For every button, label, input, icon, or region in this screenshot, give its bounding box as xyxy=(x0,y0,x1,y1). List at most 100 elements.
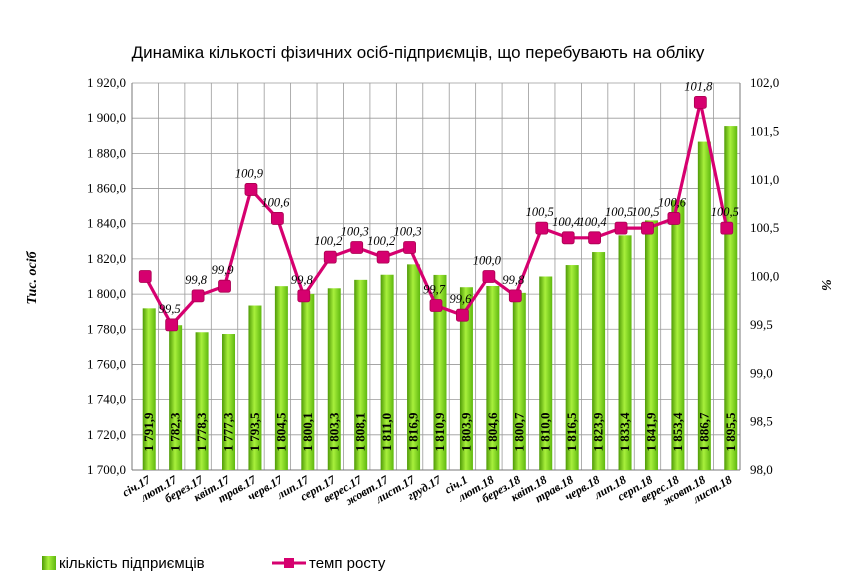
line-data-label: 100,3 xyxy=(394,224,422,238)
bar-data-label: 1 886,7 xyxy=(696,412,711,452)
line-data-label: 100,5 xyxy=(605,205,633,219)
line-data-label: 99,8 xyxy=(502,273,525,287)
y-right-tick-label: 100,0 xyxy=(750,269,779,284)
line-data-label: 100,4 xyxy=(579,215,607,229)
legend: кількість підприємців темп росту xyxy=(42,555,386,572)
bar xyxy=(327,288,341,470)
line-point xyxy=(456,308,469,322)
y-left-tick-label: 1 780,0 xyxy=(87,321,126,336)
line-point xyxy=(403,241,416,254)
line-data-label: 100,5 xyxy=(526,205,554,219)
bar-data-label: 1 804,6 xyxy=(485,412,500,452)
line-data-label: 100,4 xyxy=(552,215,580,229)
line-data-label: 100,6 xyxy=(658,195,687,209)
bar-data-label: 1 777,3 xyxy=(221,412,236,452)
y-right-tick-label: 98,5 xyxy=(750,414,773,429)
y-left-tick-label: 1 800,0 xyxy=(87,286,126,301)
y-left-axis-label: Тис. осіб xyxy=(25,250,40,304)
legend-line-label: темп росту xyxy=(309,555,386,572)
line-data-label: 101,8 xyxy=(684,79,713,93)
bar xyxy=(433,274,447,470)
bar xyxy=(195,332,209,470)
bar-data-label: 1 782,3 xyxy=(168,412,183,452)
bar-data-label: 1 808,1 xyxy=(353,413,368,452)
y-left-tick-label: 1 760,0 xyxy=(87,356,126,371)
bar xyxy=(142,308,156,470)
bar xyxy=(618,235,632,470)
line-point xyxy=(561,231,575,245)
y-left-tick-label: 1 700,0 xyxy=(87,462,126,477)
line-data-label: 100,9 xyxy=(235,166,264,180)
legend-bar-swatch xyxy=(42,556,56,570)
line-data-label: 99,9 xyxy=(212,263,235,277)
chart-title: Динаміка кількості фізичних осіб-підприє… xyxy=(132,43,705,62)
y-left-tick-label: 1 740,0 xyxy=(87,392,126,407)
bar-data-label: 1 803,9 xyxy=(458,412,473,452)
bar xyxy=(486,285,500,470)
bar-series xyxy=(142,126,738,471)
line-point xyxy=(376,250,390,264)
bar xyxy=(407,264,421,470)
y-left-tick-label: 1 920,0 xyxy=(87,75,126,90)
y-right-axis-label: % xyxy=(818,279,833,291)
line-point xyxy=(720,221,734,235)
line-point xyxy=(535,221,549,235)
line-point xyxy=(323,250,337,264)
bar-data-label: 1 816,9 xyxy=(406,412,421,452)
y-right-tick-label: 102,0 xyxy=(750,75,779,90)
line-point xyxy=(244,183,258,196)
bar xyxy=(724,126,738,471)
bar xyxy=(274,286,288,470)
bar xyxy=(644,220,658,470)
line-data-label: 99,7 xyxy=(423,283,446,297)
y-left-tick-label: 1 820,0 xyxy=(87,251,126,266)
y-left-tick-label: 1 860,0 xyxy=(87,181,126,196)
bar xyxy=(301,293,315,470)
y-right-tick-label: 98,0 xyxy=(750,462,773,477)
bar-data-label: 1 793,5 xyxy=(247,412,262,452)
line-point xyxy=(641,221,654,235)
line-data-label: 99,5 xyxy=(159,302,181,316)
bar-data-label: 1 791,9 xyxy=(141,412,156,452)
line-data-label: 100,3 xyxy=(341,224,369,238)
line-point xyxy=(165,318,179,332)
line-data-label: 100,0 xyxy=(473,254,502,268)
bar-data-label: 1 841,9 xyxy=(643,412,658,452)
y-right-tick-label: 100,5 xyxy=(750,220,779,235)
data-labels: 1 791,9 1 782,3 1 778,3 1 777,3 1 793,5 1 804… xyxy=(141,79,739,451)
bar-data-label: 1 833,4 xyxy=(617,412,632,452)
y-left-tick-label: 1 880,0 xyxy=(87,145,126,160)
line-point xyxy=(508,289,522,303)
bar-data-label: 1 800,1 xyxy=(300,413,315,452)
bar-data-label: 1 800,7 xyxy=(511,412,526,452)
y-left-tick-label: 1 840,0 xyxy=(87,216,126,231)
line-data-label: 99,8 xyxy=(291,273,314,287)
bar-data-label: 1 803,3 xyxy=(326,412,341,452)
bar xyxy=(459,287,473,470)
bar xyxy=(592,252,606,470)
line-point xyxy=(429,299,443,312)
line-data-label: 100,6 xyxy=(261,195,290,209)
line-data-label: 100,2 xyxy=(314,234,342,248)
bar xyxy=(671,200,685,470)
y-right-tick-label: 99,5 xyxy=(750,317,773,332)
bar-data-label: 1 816,5 xyxy=(564,412,579,452)
line-point xyxy=(218,279,231,293)
line-series xyxy=(138,95,734,332)
bar-data-label: 1 810,9 xyxy=(432,412,447,452)
line-point xyxy=(588,231,602,245)
bar xyxy=(565,265,579,470)
line-point xyxy=(350,241,364,254)
bar-data-label: 1 823,9 xyxy=(591,412,606,452)
line-data-label: 99,6 xyxy=(449,292,472,306)
line-data-label: 99,8 xyxy=(185,273,208,287)
line-point xyxy=(138,270,152,283)
line-point xyxy=(614,221,628,235)
y-right-tick-label: 101,5 xyxy=(750,123,779,138)
line-data-label: 100,5 xyxy=(711,205,739,219)
line-point xyxy=(297,289,311,303)
bar xyxy=(354,279,368,470)
line-point xyxy=(667,212,681,225)
bar-data-label: 1 778,3 xyxy=(194,412,209,452)
